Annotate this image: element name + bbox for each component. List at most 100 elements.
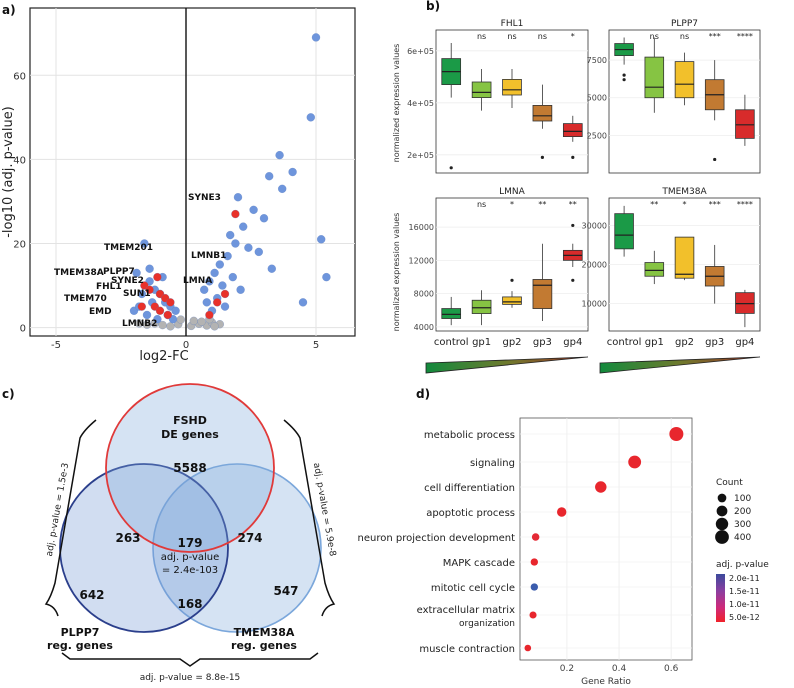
venn-region-count: 263: [115, 531, 140, 545]
boxplot-signif: ***: [709, 32, 721, 41]
boxplot-x-tick: gp1: [472, 337, 491, 348]
volcano-point: [132, 268, 141, 278]
boxplot-y-tick: 7500: [587, 56, 607, 65]
gene-label: FHL1: [96, 282, 122, 292]
venn-circle-plpp7: [59, 463, 229, 633]
dotplot-term-label: apoptotic process: [426, 508, 515, 519]
volcano-point: [197, 317, 206, 326]
venn-region-count: 274: [237, 531, 262, 545]
boxplot-tmem38a: TMEM38A 10000 20000 30000 control ** gp1 * gp2 **…: [582, 187, 761, 348]
boxplot-box: [644, 262, 665, 277]
dotplot-term-label: muscle contraction: [419, 644, 515, 655]
volcano-point: [205, 277, 214, 286]
volcano-x-tick: 0: [183, 340, 189, 351]
volcano-point: [134, 319, 144, 328]
boxplot-outlier: [449, 166, 453, 170]
volcano-point: [316, 235, 326, 244]
volcano-y-label: -log10 (adj. p-value): [1, 106, 16, 238]
dotplot-point: [595, 481, 607, 493]
dotplot-term-label: metabolic process: [424, 430, 515, 441]
boxplot-box: [532, 279, 553, 309]
gene-label: SYNE2: [111, 276, 144, 286]
boxplot-y-label-top: normalized expression values: [392, 44, 401, 163]
gradient-wedge-right: [599, 356, 761, 374]
venn-region-count: 5588: [173, 461, 206, 475]
boxplot-signif: **: [538, 200, 546, 209]
boxplot-panels: FHL1 2e+05 4e+05 6e+05 ns ns ns * PLPP7 2500 5000 7…: [407, 19, 761, 348]
venn-set-label: DE genes: [161, 428, 219, 441]
gene-label: TMEM38A: [54, 268, 104, 278]
gene-label: SUN1: [123, 289, 151, 299]
gene-label: EMD: [89, 307, 112, 317]
boxplot-outlier: [571, 155, 575, 159]
volcano-point: [275, 150, 284, 160]
volcano-point: [254, 247, 264, 257]
volcano-point: [140, 239, 149, 248]
boxplot-signif: *: [571, 32, 575, 41]
boxplot-signif: ***: [709, 200, 721, 209]
volcano-point: [215, 260, 225, 269]
dotplot-term-label: signaling: [470, 458, 515, 469]
volcano-x-tick: 5: [313, 340, 319, 351]
boxplot-outlier: [571, 223, 575, 228]
volcano-y-tick: 40: [13, 155, 26, 166]
volcano-plot: -5 0 5 0 20 40 60 log2-FC -log10 (adj. p-valu…: [1, 7, 356, 364]
dotplot-term-label: cell differentiation: [424, 483, 515, 494]
dotplot-x-tick: 0.6: [664, 664, 679, 674]
boxplot-outlier: [540, 155, 545, 159]
gene-label: LMNB2: [122, 319, 157, 329]
volcano-point: [220, 302, 230, 311]
dotplot-x-tick: 0.4: [612, 664, 627, 674]
boxplot-box: [735, 109, 755, 139]
venn-region-count: 179: [177, 536, 202, 550]
volcano-point: [189, 316, 199, 326]
boxplot-signif: ****: [737, 200, 753, 209]
panel-label-b: b): [426, 0, 440, 13]
boxplot-signif: ns: [650, 32, 659, 41]
boxplot-outlier: [510, 278, 514, 282]
volcano-point: [322, 272, 331, 282]
volcano-point: [264, 171, 274, 181]
gene-label: PLPP7: [103, 267, 135, 277]
volcano-point: [223, 251, 232, 261]
dotplot-point: [529, 611, 537, 619]
volcano-point: [153, 272, 162, 282]
volcano-point: [202, 298, 212, 307]
venn-diagram: FSHD DE genes PLPP7 reg. genes TMEM38A r…: [44, 383, 337, 683]
boxplot-box: [674, 236, 695, 279]
boxplot-title: FHL1: [501, 19, 524, 29]
boxplot-signif: **: [569, 200, 577, 209]
boxplot-signif: **: [650, 200, 658, 209]
boxplot-y-tick: 5000: [587, 94, 607, 103]
venn-set-label: PLPP7: [61, 626, 100, 639]
venn-circle-fshd: [105, 383, 275, 553]
volcano-point: [145, 264, 154, 273]
boxplot-x-tick: control: [607, 337, 642, 348]
volcano-point: [288, 167, 297, 177]
volcano-point: [199, 285, 209, 294]
boxplot-lmna: LMNA 4000 8000 12000 16000 control ns gp1 * gp2 **…: [409, 187, 589, 348]
boxplot-y-tick: 6e+05: [407, 47, 434, 56]
dotplot-term-label: mitotic cell cycle: [431, 583, 515, 594]
dotplot-term-label: neuron projection development: [358, 533, 516, 544]
dotplot-point: [531, 533, 540, 541]
boxplot-signif: *: [510, 200, 514, 209]
boxplot-y-tick: 12000: [409, 256, 434, 265]
boxplot-x-tick: gp3: [533, 337, 552, 348]
venn-brace-bottom: [61, 652, 319, 667]
dotplot-point: [530, 583, 539, 591]
volcano-point: [155, 306, 165, 316]
venn-set-label: FSHD: [173, 414, 207, 427]
boxplot-box: [502, 79, 522, 96]
volcano-point: [298, 298, 308, 307]
boxplot-outlier: [622, 73, 626, 77]
boxplot-box: [441, 308, 462, 319]
venn-set-label: reg. genes: [47, 639, 113, 652]
volcano-x-label: log2-FC: [139, 349, 188, 364]
dotplot-point: [557, 507, 567, 517]
dotplot-x-tick: 0.2: [560, 664, 574, 674]
padj-colorbar: [716, 574, 725, 622]
panel-label-c: c): [2, 387, 15, 401]
count-legend-label: 200: [734, 507, 751, 517]
